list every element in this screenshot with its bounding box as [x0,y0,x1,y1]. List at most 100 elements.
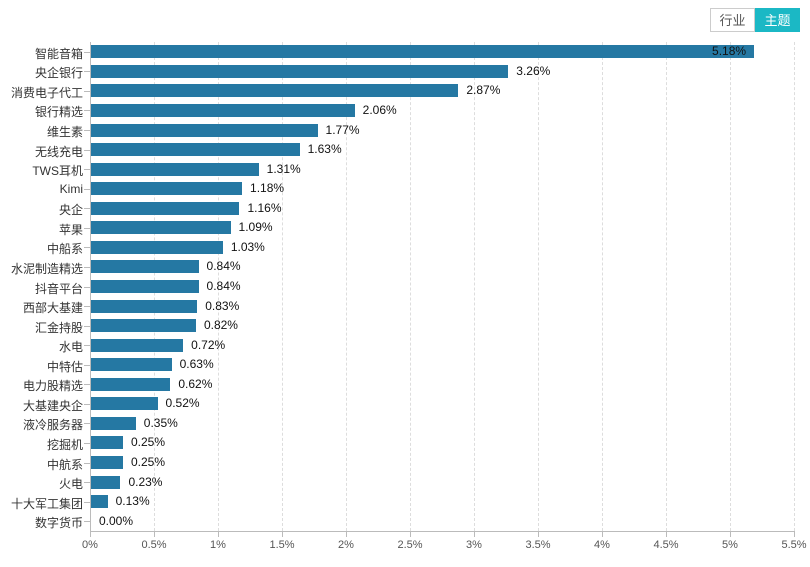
value-label: 5.18% [712,44,747,59]
category-label: 大基建央企 [22,398,83,413]
bar[interactable] [91,456,123,470]
category-tick [84,169,90,171]
x-axis-tick-label: 3% [466,539,482,551]
category-label: 火电 [58,477,83,492]
category-tick [84,90,90,92]
industry-theme-toggle: 行业 主题 [710,8,800,32]
category-label: 汇金持股 [34,320,83,335]
value-label: 1.63% [307,142,342,157]
x-axis-tick [666,532,667,537]
category-tick [84,208,90,210]
category-tick [84,364,90,366]
category-label: 维生素 [46,125,83,140]
bar[interactable] [91,103,355,117]
x-axis-tick-label: 0.5% [141,539,167,551]
x-axis-tick [90,532,91,537]
bar[interactable] [91,240,223,254]
bar[interactable] [91,397,158,411]
value-label: 1.09% [238,220,273,235]
x-axis-tick [730,532,731,537]
bar[interactable] [91,377,171,391]
x-axis-tick-label: 3.5% [525,539,551,551]
x-axis-tick [218,532,219,537]
bar[interactable] [91,319,196,333]
x-axis-tick [474,532,475,537]
bar[interactable] [91,45,755,59]
x-axis-tick-label: 5% [722,539,738,551]
bar[interactable] [91,64,509,78]
category-label: 水泥制造精选 [10,261,83,276]
x-axis-tick [410,532,411,537]
bar[interactable] [91,475,121,489]
value-label: 1.77% [325,122,360,137]
bar[interactable] [91,495,108,509]
x-axis-tick-label: 4% [594,539,610,551]
value-label: 0.63% [179,357,214,372]
category-tick [84,462,90,464]
category-tick [84,71,90,73]
bar[interactable] [91,338,184,352]
x-axis-tick [794,532,795,537]
category-label: 银行精选 [34,105,83,120]
category-tick [84,227,90,229]
bar[interactable] [91,162,259,176]
category-label: 无线充电 [34,144,83,159]
bar[interactable] [91,260,199,274]
bar[interactable] [91,84,459,98]
value-label: 1.16% [247,200,282,215]
category-tick [84,149,90,151]
x-axis-tick [538,532,539,537]
value-label: 1.18% [250,181,285,196]
value-label: 0.62% [178,376,213,391]
bar[interactable] [91,299,198,313]
category-tick [84,345,90,347]
bar[interactable] [91,201,240,215]
category-tick [84,521,90,523]
category-label: 十大军工集团 [10,496,83,511]
bar[interactable] [91,416,136,430]
value-label: 0.72% [191,337,226,352]
value-label: 1.31% [266,161,301,176]
x-axis-tick-label: 0% [82,539,98,551]
x-axis-tick [602,532,603,537]
category-label: 西部大基建 [22,301,83,316]
bar[interactable] [91,436,123,450]
bar[interactable] [91,358,172,372]
category-tick [84,442,90,444]
gridline [218,42,219,531]
category-label: 中航系 [46,457,83,472]
gridline [410,42,411,531]
bar[interactable] [91,123,318,137]
category-label: 水电 [58,340,83,355]
value-label: 0.84% [206,279,241,293]
x-axis-tick-label: 5.5% [781,539,807,551]
category-label: TWS耳机 [32,164,83,179]
bar[interactable] [91,280,199,293]
bar[interactable] [91,182,243,196]
bar[interactable] [91,221,231,235]
category-label: 数字货币 [34,516,83,531]
category-label: Kimi [59,181,83,196]
tab-industry[interactable]: 行业 [710,8,755,32]
tab-theme[interactable]: 主题 [755,8,800,32]
category-label: 智能音箱 [34,46,83,61]
x-axis-tick-label: 2% [338,539,354,551]
x-axis-tick-label: 2.5% [397,539,423,551]
value-label: 0.00% [99,513,134,528]
category-label: 液冷服务器 [22,418,83,433]
category-tick [84,423,90,425]
category-tick [84,247,90,249]
x-axis-line [90,531,795,532]
category-tick [84,266,90,268]
value-label: 0.84% [206,259,241,274]
value-label: 0.23% [128,474,163,489]
bar[interactable] [91,143,300,157]
gridline [602,42,603,531]
category-tick [84,403,90,405]
category-tick [84,384,90,386]
category-tick [84,501,90,503]
category-tick [84,130,90,132]
gridline [282,42,283,531]
category-label: 苹果 [58,222,83,237]
x-axis-tick [154,532,155,537]
